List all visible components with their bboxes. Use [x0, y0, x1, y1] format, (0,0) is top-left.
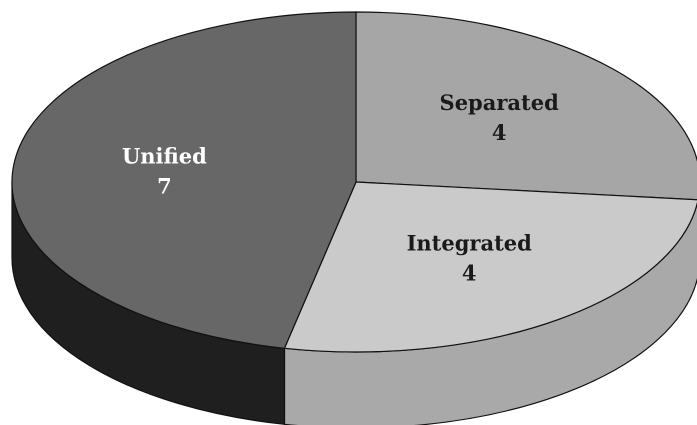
slice — [283, 181, 697, 353]
slice-label: Separated — [440, 90, 560, 115]
slice-label: Unified — [122, 144, 207, 169]
slice — [11, 11, 357, 349]
slice-label: Integrated — [407, 231, 533, 256]
slice-value: 4 — [462, 261, 477, 286]
slice-value: 7 — [157, 174, 172, 199]
slice — [355, 11, 697, 201]
slice-value: 4 — [492, 120, 507, 145]
